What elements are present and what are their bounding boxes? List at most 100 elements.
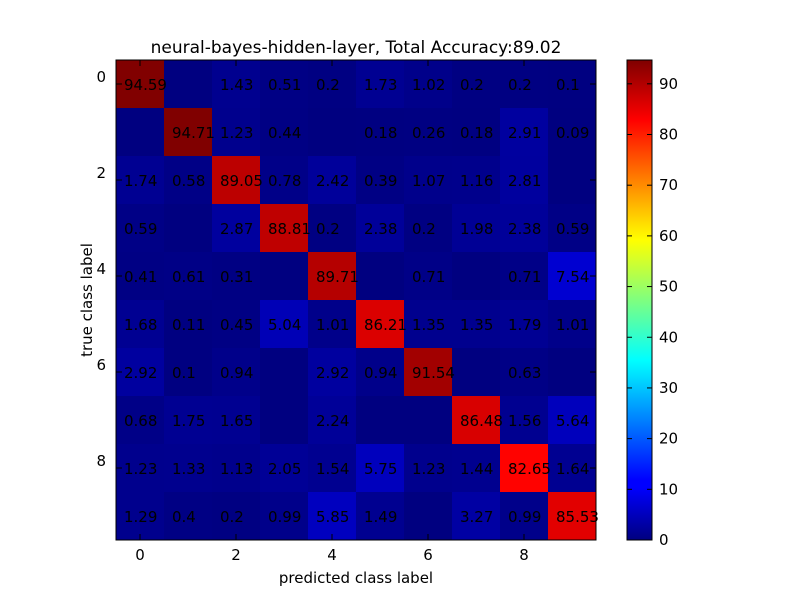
heatmap-cell	[452, 444, 501, 493]
cell-value-label: 0.44	[268, 124, 301, 142]
heatmap-cell	[116, 444, 165, 493]
cell-value-label: 0.51	[268, 76, 301, 94]
cell-value-label: 0.58	[172, 172, 205, 190]
heatmap-cell	[308, 396, 357, 445]
heatmap-cell	[260, 108, 309, 157]
heatmap-cell	[404, 156, 453, 205]
cell-value-label: 1.74	[124, 172, 157, 190]
cell-value-label: 0.63	[508, 364, 541, 382]
cell-value-label: 86.21	[364, 316, 407, 334]
heatmap-cell	[404, 492, 453, 541]
cell-value-label: 0.71	[508, 268, 541, 286]
cell-value-label: 91.54	[412, 364, 455, 382]
cell-value-label: 94.59	[124, 76, 167, 94]
heatmap-cell	[308, 444, 357, 493]
cell-value-label: 0.4	[172, 508, 196, 526]
cell-value-label: 1.98	[460, 220, 493, 238]
cell-value-label: 0.09	[556, 124, 589, 142]
heatmap-cell	[548, 348, 597, 397]
heatmap-cell	[356, 444, 405, 493]
y-axis-label: true class label	[78, 243, 96, 357]
cell-value-label: 1.54	[316, 460, 349, 478]
heatmap-cell	[260, 300, 309, 349]
heatmap-cell	[452, 348, 501, 397]
cell-value-label: 88.81	[268, 220, 311, 238]
heatmap-cell	[260, 252, 309, 301]
cell-value-label: 2.38	[508, 220, 541, 238]
heatmap-cell	[548, 492, 597, 541]
heatmap-cell	[260, 156, 309, 205]
heatmap-cell	[164, 204, 213, 253]
heatmap-cell	[212, 348, 261, 397]
cell-value-label: 0.18	[460, 124, 493, 142]
heatmap-cell	[452, 156, 501, 205]
heatmap-cell	[212, 252, 261, 301]
heatmap-cell	[164, 348, 213, 397]
x-tick-label: 4	[327, 546, 337, 564]
heatmap-cell	[404, 108, 453, 157]
cell-value-label: 7.54	[556, 268, 589, 286]
cell-value-label: 1.23	[220, 124, 253, 142]
heatmap-cell	[164, 444, 213, 493]
cell-value-label: 1.13	[220, 460, 253, 478]
cell-value-label: 2.92	[124, 364, 157, 382]
heatmap-cell	[404, 348, 453, 397]
y-tick-label: 0	[96, 68, 106, 86]
heatmap-cell	[500, 396, 549, 445]
cell-value-label: 2.42	[316, 172, 349, 190]
heatmap-cell	[212, 60, 261, 109]
cell-value-label: 0.2	[316, 220, 340, 238]
heatmap-cell	[212, 108, 261, 157]
heatmap-cell	[356, 156, 405, 205]
heatmap-cell	[452, 252, 501, 301]
heatmap-cell	[500, 492, 549, 541]
cell-value-label: 1.01	[316, 316, 349, 334]
cell-value-label: 1.49	[364, 508, 397, 526]
cell-value-label: 0.18	[364, 124, 397, 142]
heatmap-cell	[356, 204, 405, 253]
cell-value-label: 0.2	[220, 508, 244, 526]
heatmap-cell	[356, 300, 405, 349]
cell-value-label: 0.61	[172, 268, 205, 286]
heatmap-cell	[548, 396, 597, 445]
heatmap-cell	[548, 300, 597, 349]
heatmap-cell	[116, 108, 165, 157]
heatmap-cell	[356, 60, 405, 109]
cell-value-label: 2.24	[316, 412, 349, 430]
cell-value-label: 0.2	[460, 76, 484, 94]
heatmap-cell	[452, 396, 501, 445]
heatmap-cell	[500, 444, 549, 493]
x-tick-label: 8	[519, 546, 529, 564]
heatmap-cell	[404, 396, 453, 445]
colorbar-tick-label: 40	[659, 328, 678, 346]
x-tick-label: 6	[423, 546, 433, 564]
colorbar-ticks: 0 10 20 30 40 50 60 70 80 90	[627, 75, 678, 549]
heatmap-cell	[116, 252, 165, 301]
cell-value-label: 0.1	[556, 76, 580, 94]
heatmap-cell	[404, 444, 453, 493]
heatmap-cell	[116, 396, 165, 445]
cell-value-label: 0.45	[220, 316, 253, 334]
cell-value-label: 2.92	[316, 364, 349, 382]
heatmap-cell	[500, 204, 549, 253]
heatmap-cell	[356, 252, 405, 301]
heatmap-cell	[404, 60, 453, 109]
cell-value-label: 2.05	[268, 460, 301, 478]
colorbar-tick-label: 20	[659, 430, 678, 448]
heatmap-cell	[116, 300, 165, 349]
y-tick-label: 2	[96, 164, 106, 182]
heatmap-cell	[500, 252, 549, 301]
heatmap-cell	[260, 348, 309, 397]
heatmap-cell	[356, 396, 405, 445]
cell-value-label: 1.33	[172, 460, 205, 478]
heatmap-cell	[164, 300, 213, 349]
cell-value-label: 89.05	[220, 172, 263, 190]
plot-frame	[115, 59, 597, 541]
heatmap-cell	[212, 396, 261, 445]
cell-value-label: 0.39	[364, 172, 397, 190]
heatmap-cell	[164, 492, 213, 541]
cell-value-label: 1.43	[220, 76, 253, 94]
heatmap-cell	[500, 156, 549, 205]
y-tick-label: 8	[96, 452, 106, 470]
cell-value-label: 89.71	[316, 268, 359, 286]
